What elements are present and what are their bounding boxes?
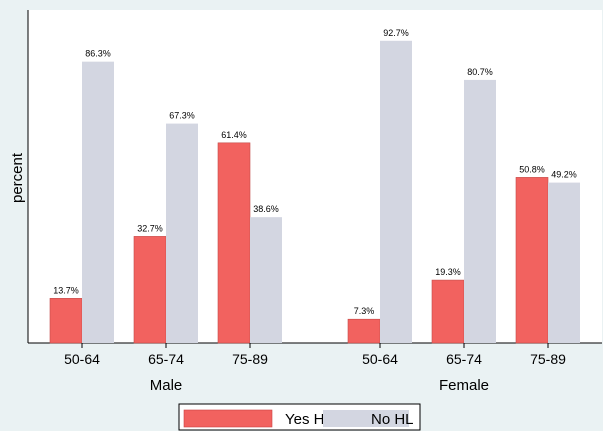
legend-swatch-yes-hl xyxy=(183,409,273,428)
bars-layer xyxy=(49,40,580,344)
x-tick-label-female-75-89: 75-89 xyxy=(530,351,566,367)
data-label-female-50-64-no-hl: 92.7% xyxy=(383,28,409,38)
data-label-male-75-89-no-hl: 38.6% xyxy=(253,204,279,214)
bar-male-50-64-yes-hl xyxy=(49,298,83,344)
bar-male-65-74-yes-hl xyxy=(133,236,167,344)
data-label-female-75-89-yes-hl: 50.8% xyxy=(519,164,545,174)
data-label-female-75-89-no-hl: 49.2% xyxy=(551,170,577,180)
bar-female-65-74-no-hl xyxy=(464,79,496,343)
x-tick-label-female-65-74: 65-74 xyxy=(446,351,482,367)
bar-female-50-64-yes-hl xyxy=(347,318,381,344)
group-label-female: Female xyxy=(439,377,489,394)
bar-male-75-89-no-hl xyxy=(250,217,282,343)
data-labels-layer: 13.7% 86.3% 32.7% 67.3% 61.4% 38.6% 7.3% 92.7% 1… xyxy=(53,28,577,316)
x-tick-label-male-50-64: 50-64 xyxy=(64,351,100,367)
data-label-male-75-89-yes-hl: 61.4% xyxy=(221,130,247,140)
data-label-female-65-74-no-hl: 80.7% xyxy=(467,67,493,77)
data-label-male-65-74-no-hl: 67.3% xyxy=(169,111,195,121)
data-label-male-50-64-yes-hl: 13.7% xyxy=(53,285,79,295)
bar-female-75-89-no-hl xyxy=(548,182,580,343)
data-label-female-65-74-yes-hl: 19.3% xyxy=(435,267,461,277)
bar-female-65-74-yes-hl xyxy=(431,279,465,344)
x-ticks-layer: 50-64 65-74 75-89 Male 50-64 65-74 75-89 Female xyxy=(64,343,566,394)
x-tick-label-male-65-74: 65-74 xyxy=(148,351,184,367)
group-label-male: Male xyxy=(150,377,183,394)
bar-male-65-74-no-hl xyxy=(166,123,198,344)
bar-male-75-89-yes-hl xyxy=(217,142,251,344)
data-label-male-65-74-yes-hl: 32.7% xyxy=(137,223,163,233)
legend-label-no-hl: No HL xyxy=(371,411,414,428)
x-tick-label-male-75-89: 75-89 xyxy=(232,351,268,367)
legend-label-yes-hl: Yes HL xyxy=(285,411,333,428)
plot-area xyxy=(28,10,602,343)
legend: Yes HL No HL xyxy=(178,403,421,431)
bar-female-75-89-yes-hl xyxy=(515,177,549,344)
data-label-male-50-64-no-hl: 86.3% xyxy=(85,49,111,59)
legend-swatch-no-hl xyxy=(323,410,409,427)
bar-male-50-64-no-hl xyxy=(82,61,114,344)
y-axis-label: percent xyxy=(9,152,26,203)
data-label-female-50-64-yes-hl: 7.3% xyxy=(354,306,375,316)
bar-female-50-64-no-hl xyxy=(380,40,412,343)
x-tick-label-female-50-64: 50-64 xyxy=(362,351,398,367)
